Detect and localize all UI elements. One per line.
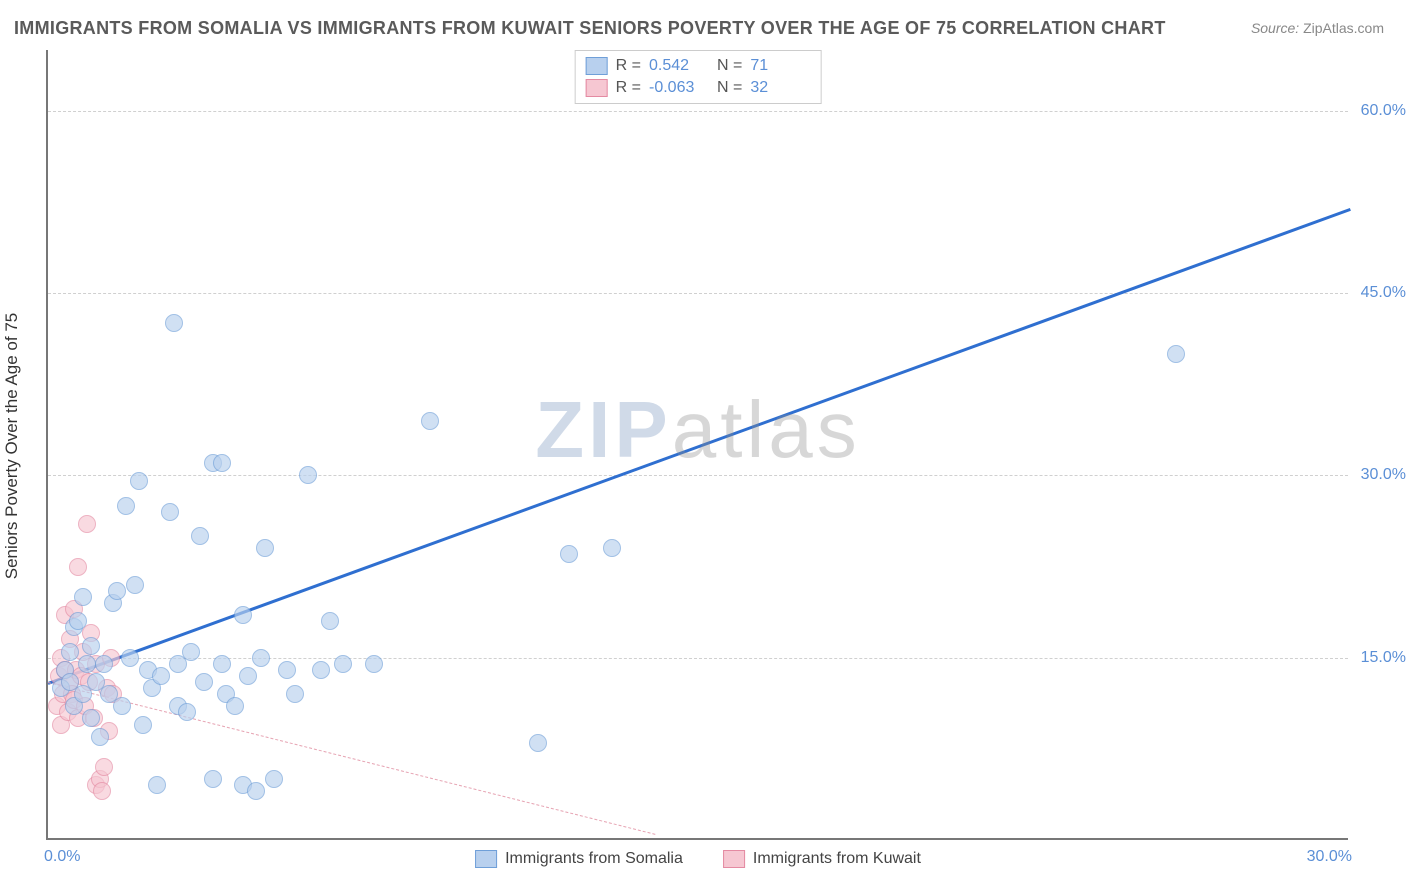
data-point [117,497,135,515]
data-point [529,734,547,752]
legend-swatch-kuwait-2 [723,850,745,868]
data-point [321,612,339,630]
data-point [126,576,144,594]
series-legend: Immigrants from Somalia Immigrants from … [475,850,921,868]
data-point [134,716,152,734]
data-point [226,697,244,715]
legend-label-somalia: Immigrants from Somalia [505,850,683,868]
gridline [48,658,1348,659]
data-point [182,643,200,661]
data-point [256,539,274,557]
data-point [69,612,87,630]
data-point [191,527,209,545]
data-point [239,667,257,685]
chart-container: IMMIGRANTS FROM SOMALIA VS IMMIGRANTS FR… [0,0,1406,892]
data-point [252,649,270,667]
legend-label-kuwait: Immigrants from Kuwait [753,850,921,868]
data-point [130,472,148,490]
chart-title: IMMIGRANTS FROM SOMALIA VS IMMIGRANTS FR… [14,18,1166,39]
n-value-kuwait: 32 [750,79,810,97]
gridline [48,111,1348,112]
r-label: R = [616,79,641,97]
data-point [365,655,383,673]
data-point [234,606,252,624]
data-point [152,667,170,685]
gridline [48,475,1348,476]
data-point [603,539,621,557]
legend-swatch-somalia-2 [475,850,497,868]
legend-row-kuwait: R = -0.063 N = 32 [586,77,811,99]
legend-swatch-somalia [586,57,608,75]
watermark: ZIPatlas [535,384,860,476]
data-point [286,685,304,703]
data-point [265,770,283,788]
plot-area: R = 0.542 N = 71 R = -0.063 N = 32 ZIPat… [46,50,1348,840]
y-tick-label: 30.0% [1361,466,1406,484]
watermark-zip: ZIP [535,385,671,474]
data-point [204,770,222,788]
data-point [113,697,131,715]
data-point [78,655,96,673]
n-value-somalia: 71 [750,57,810,75]
n-label: N = [717,79,742,97]
r-value-kuwait: -0.063 [649,79,709,97]
data-point [334,655,352,673]
data-point [312,661,330,679]
data-point [121,649,139,667]
x-tick-min: 0.0% [44,848,80,866]
r-value-somalia: 0.542 [649,57,709,75]
legend-item-somalia: Immigrants from Somalia [475,850,683,868]
data-point [78,515,96,533]
data-point [178,703,196,721]
data-point [93,782,111,800]
data-point [421,412,439,430]
data-point [91,728,109,746]
r-label: R = [616,57,641,75]
data-point [95,758,113,776]
y-axis-title: Seniors Poverty Over the Age of 75 [2,313,22,579]
data-point [82,637,100,655]
source-attribution: Source: ZipAtlas.com [1251,20,1384,36]
trend-line [48,682,656,835]
n-label: N = [717,57,742,75]
correlation-legend: R = 0.542 N = 71 R = -0.063 N = 32 [575,50,822,104]
data-point [247,782,265,800]
data-point [299,466,317,484]
y-tick-label: 60.0% [1361,102,1406,120]
y-tick-label: 15.0% [1361,649,1406,667]
legend-swatch-kuwait [586,79,608,97]
data-point [108,582,126,600]
legend-item-kuwait: Immigrants from Kuwait [723,850,921,868]
data-point [161,503,179,521]
source-label: Source: [1251,20,1299,36]
data-point [95,655,113,673]
data-point [213,454,231,472]
data-point [1167,345,1185,363]
data-point [69,558,87,576]
data-point [278,661,296,679]
data-point [74,588,92,606]
data-point [213,655,231,673]
data-point [82,709,100,727]
source-value: ZipAtlas.com [1303,20,1384,36]
legend-row-somalia: R = 0.542 N = 71 [586,55,811,77]
data-point [195,673,213,691]
data-point [148,776,166,794]
y-tick-label: 45.0% [1361,284,1406,302]
data-point [165,314,183,332]
x-tick-max: 30.0% [1307,848,1352,866]
gridline [48,293,1348,294]
data-point [61,643,79,661]
data-point [560,545,578,563]
